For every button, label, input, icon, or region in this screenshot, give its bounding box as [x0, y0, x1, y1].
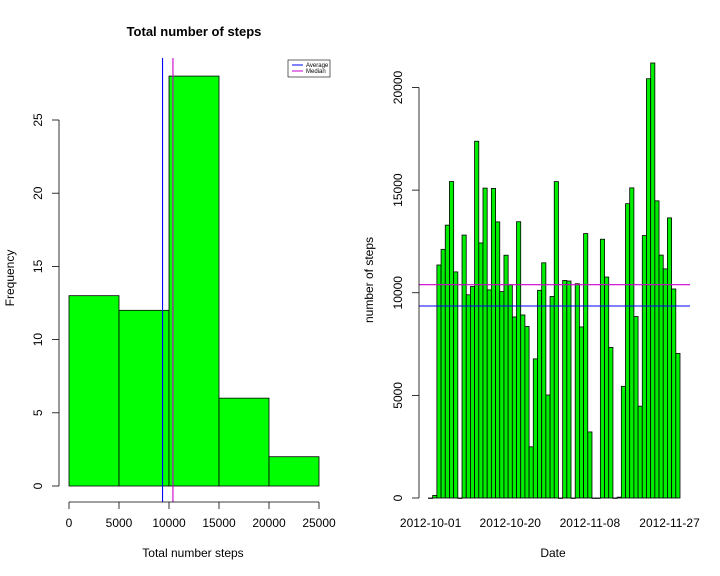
legend-label-median: Median — [306, 69, 326, 75]
daily-steps-bar — [545, 394, 551, 499]
daily-steps-y-tick-label: 20000 — [391, 70, 405, 104]
daily-steps-bar — [658, 254, 664, 499]
daily-steps-reference-lines — [419, 284, 690, 307]
daily-steps-bar — [654, 200, 660, 499]
histogram-x-tick-label: 15000 — [202, 516, 236, 530]
histogram-legend: Average Median — [287, 59, 331, 78]
histogram-x-tick-label: 10000 — [152, 516, 186, 530]
daily-steps-bar — [444, 224, 450, 499]
daily-steps-bar — [495, 221, 501, 499]
daily-steps-bar — [608, 347, 614, 499]
daily-steps-y-tick-label: 10000 — [391, 276, 405, 310]
histogram-panel: Total number of steps 0 5000 10000 15000 200… — [3, 24, 336, 560]
legend-label-average: Average — [306, 63, 329, 69]
daily-steps-x-tick-label: 2012-10-01 — [400, 516, 462, 530]
daily-steps-bar — [511, 316, 517, 499]
daily-steps-bar — [524, 326, 530, 499]
daily-steps-bar — [616, 496, 622, 499]
daily-steps-bar — [516, 221, 522, 499]
histogram-bar — [118, 309, 170, 487]
daily-steps-bar — [440, 248, 446, 499]
histogram-x-tick-label: 0 — [66, 516, 73, 530]
daily-steps-bar — [449, 181, 455, 499]
daily-steps-bar — [599, 238, 605, 499]
daily-steps-bar — [532, 358, 538, 499]
daily-steps-bar — [507, 284, 513, 499]
histogram-bar — [168, 75, 220, 487]
histogram-reference-lines — [161, 58, 174, 502]
daily-steps-bar — [620, 385, 626, 499]
daily-steps-x-label: Date — [540, 546, 566, 560]
daily-steps-bar — [671, 288, 677, 499]
daily-steps-bar — [490, 188, 496, 499]
daily-steps-bar — [482, 187, 488, 499]
daily-steps-bar — [465, 294, 471, 499]
daily-steps-panel: 2012-10-01 2012-10-20 2012-11-08 2012-11-27… — [362, 62, 700, 560]
histogram-y-tick-label: 10 — [31, 333, 45, 347]
histogram-y-tick-label: 20 — [31, 186, 45, 200]
daily-steps-bar — [474, 140, 480, 499]
histogram-x-tick-label: 25000 — [302, 516, 336, 530]
histogram-x-label: Total number steps — [142, 546, 243, 560]
histogram-y-label: Frequency — [3, 250, 17, 307]
daily-steps-bar — [579, 326, 584, 499]
daily-steps-bar — [646, 78, 652, 499]
histogram-x-axis: 0 5000 10000 15000 20000 25000 — [66, 501, 336, 530]
daily-steps-bar — [520, 314, 526, 499]
daily-steps-bar — [587, 431, 593, 499]
histogram-y-tick-label: 25 — [31, 113, 45, 127]
daily-steps-x-axis: 2012-10-01 2012-10-20 2012-11-08 2012-11-27 — [400, 516, 700, 530]
daily-steps-bar — [453, 271, 459, 499]
daily-steps-bar — [499, 291, 505, 499]
daily-steps-y-axis: 0 5000 10000 15000 20000 — [391, 70, 420, 501]
daily-steps-bar — [650, 62, 656, 499]
daily-steps-bar — [503, 254, 509, 499]
daily-steps-y-label: number of steps — [362, 237, 376, 323]
daily-steps-bar — [549, 296, 555, 499]
histogram-bar — [268, 456, 320, 487]
daily-steps-bar — [553, 181, 559, 499]
daily-steps-bar — [486, 289, 492, 499]
daily-steps-bar — [625, 203, 631, 499]
daily-steps-bar — [629, 187, 635, 499]
daily-steps-x-tick-label: 2012-11-27 — [639, 516, 700, 530]
histogram-x-tick-label: 5000 — [106, 516, 133, 530]
daily-steps-bar — [478, 242, 484, 499]
daily-steps-bar — [662, 268, 668, 499]
daily-steps-bar — [541, 262, 547, 499]
daily-steps-bar — [633, 316, 639, 499]
daily-steps-bar — [637, 405, 643, 499]
histogram-bar — [68, 295, 120, 487]
daily-steps-bar — [604, 276, 610, 499]
histogram-y-tick-label: 0 — [31, 482, 45, 489]
daily-steps-bar — [667, 217, 673, 499]
histogram-x-tick-label: 20000 — [252, 516, 286, 530]
daily-steps-bar — [461, 234, 467, 499]
daily-steps-y-tick-label: 15000 — [391, 173, 405, 207]
daily-steps-y-tick-label: 5000 — [391, 382, 405, 409]
daily-steps-bar — [432, 495, 438, 499]
legend-box — [287, 59, 331, 78]
daily-steps-x-tick-label: 2012-10-20 — [480, 516, 542, 530]
daily-steps-bar — [528, 446, 534, 499]
daily-steps-bars — [428, 62, 681, 499]
daily-steps-bar — [574, 283, 580, 499]
daily-steps-bar — [641, 235, 647, 499]
histogram-title: Total number of steps — [127, 24, 262, 39]
daily-steps-bar — [562, 280, 568, 499]
daily-steps-bar — [537, 289, 543, 499]
daily-steps-bar — [470, 286, 476, 499]
daily-steps-y-tick-label: 0 — [391, 494, 405, 501]
daily-steps-bar — [566, 280, 572, 499]
daily-steps-bar — [675, 352, 681, 499]
histogram-bars — [68, 75, 320, 487]
daily-steps-x-tick-label: 2012-11-08 — [560, 516, 621, 530]
daily-steps-bar — [436, 264, 442, 499]
daily-steps-bar — [583, 233, 589, 499]
histogram-bar — [218, 397, 270, 487]
histogram-y-tick-label: 5 — [31, 409, 45, 416]
histogram-y-tick-label: 15 — [31, 259, 45, 273]
histogram-y-axis: 0 5 10 15 20 25 — [31, 113, 60, 489]
